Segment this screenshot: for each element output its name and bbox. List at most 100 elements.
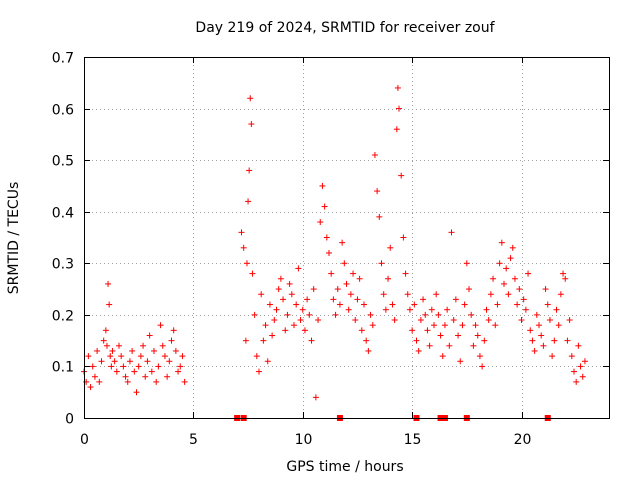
y-tick-label: 0.3 bbox=[52, 257, 74, 273]
data-point bbox=[417, 317, 424, 324]
data-point bbox=[238, 229, 245, 236]
data-point bbox=[509, 244, 516, 251]
data-point bbox=[271, 317, 278, 324]
data-point bbox=[378, 260, 385, 267]
data-point bbox=[411, 301, 418, 308]
data-point bbox=[439, 353, 446, 360]
data-point bbox=[339, 239, 346, 246]
data-point bbox=[243, 260, 250, 267]
data-point bbox=[111, 358, 118, 365]
data-point bbox=[258, 291, 265, 298]
data-point bbox=[437, 332, 444, 339]
x-tick-label: 0 bbox=[80, 432, 89, 448]
data-point bbox=[505, 291, 512, 298]
data-point bbox=[566, 317, 573, 324]
data-point bbox=[166, 358, 173, 365]
data-point bbox=[538, 332, 545, 339]
data-point bbox=[172, 347, 179, 354]
data-point bbox=[297, 317, 304, 324]
data-point bbox=[507, 255, 514, 262]
data-point bbox=[542, 286, 549, 293]
data-point bbox=[579, 373, 586, 380]
y-axis-ticks: 0 0.1 0.2 0.3 0.4 0.5 0.6 0.7 bbox=[52, 51, 609, 428]
y-tick-label: 0.1 bbox=[52, 360, 74, 376]
data-point bbox=[105, 280, 112, 287]
data-point bbox=[332, 311, 339, 318]
data-point bbox=[266, 301, 273, 308]
data-point bbox=[144, 358, 151, 365]
data-point bbox=[463, 260, 470, 267]
data-point bbox=[551, 337, 558, 344]
data-point bbox=[140, 342, 147, 349]
data-point bbox=[131, 368, 138, 375]
data-point bbox=[175, 368, 182, 375]
data-point bbox=[326, 249, 332, 256]
data-point bbox=[404, 291, 411, 298]
data-point bbox=[345, 306, 352, 313]
data-point bbox=[520, 296, 527, 303]
data-point bbox=[393, 126, 400, 133]
data-point bbox=[249, 270, 256, 277]
x-tick-label: 20 bbox=[514, 432, 532, 448]
data-point bbox=[96, 378, 103, 385]
x-axis-label: GPS time / hours bbox=[286, 459, 403, 475]
data-point bbox=[256, 368, 262, 375]
data-point bbox=[306, 311, 313, 318]
data-point bbox=[284, 311, 291, 318]
data-point bbox=[275, 286, 282, 293]
data-point bbox=[280, 296, 287, 303]
data-point bbox=[457, 358, 464, 365]
data-point bbox=[568, 353, 575, 360]
data-point bbox=[371, 151, 378, 158]
data-point bbox=[108, 363, 115, 370]
data-point bbox=[164, 373, 171, 380]
data-point bbox=[177, 363, 184, 370]
data-point bbox=[347, 291, 354, 298]
y-tick-label: 0.4 bbox=[52, 206, 74, 222]
data-point bbox=[573, 378, 580, 385]
data-point bbox=[555, 322, 562, 329]
data-point bbox=[389, 301, 396, 308]
data-point bbox=[455, 332, 462, 339]
data-point bbox=[262, 322, 269, 329]
data-point bbox=[514, 301, 521, 308]
data-point bbox=[354, 296, 361, 303]
data-point bbox=[571, 368, 577, 375]
data-point bbox=[251, 311, 258, 318]
data-point bbox=[527, 327, 534, 334]
data-point bbox=[350, 270, 357, 277]
data-point bbox=[240, 244, 247, 251]
data-point bbox=[315, 317, 322, 324]
data-point bbox=[444, 306, 451, 313]
data-point bbox=[446, 342, 453, 349]
data-point bbox=[402, 270, 409, 277]
data-point bbox=[269, 332, 276, 339]
grid bbox=[84, 57, 609, 418]
data-point bbox=[291, 322, 297, 329]
data-point bbox=[85, 353, 92, 360]
data-point bbox=[273, 306, 280, 313]
data-point bbox=[358, 327, 365, 334]
y-tick-label: 0.5 bbox=[52, 154, 74, 170]
data-point bbox=[308, 337, 315, 344]
data-point bbox=[87, 384, 94, 391]
data-point bbox=[321, 203, 328, 210]
data-points bbox=[81, 84, 588, 401]
data-point bbox=[356, 275, 363, 282]
y-axis-label: SRMTID / TECUs bbox=[6, 182, 22, 295]
data-point bbox=[498, 239, 505, 246]
data-point bbox=[98, 358, 105, 365]
data-point bbox=[533, 311, 540, 318]
data-point bbox=[142, 373, 149, 380]
data-point bbox=[137, 353, 144, 360]
data-point bbox=[116, 342, 122, 349]
data-point bbox=[146, 332, 153, 339]
data-point bbox=[124, 378, 131, 385]
data-point bbox=[155, 363, 162, 370]
x-axis-ticks: 0 5 10 15 20 bbox=[80, 57, 531, 448]
data-point bbox=[295, 265, 302, 272]
data-point bbox=[118, 353, 125, 360]
data-point bbox=[264, 358, 271, 365]
data-point bbox=[501, 280, 507, 287]
